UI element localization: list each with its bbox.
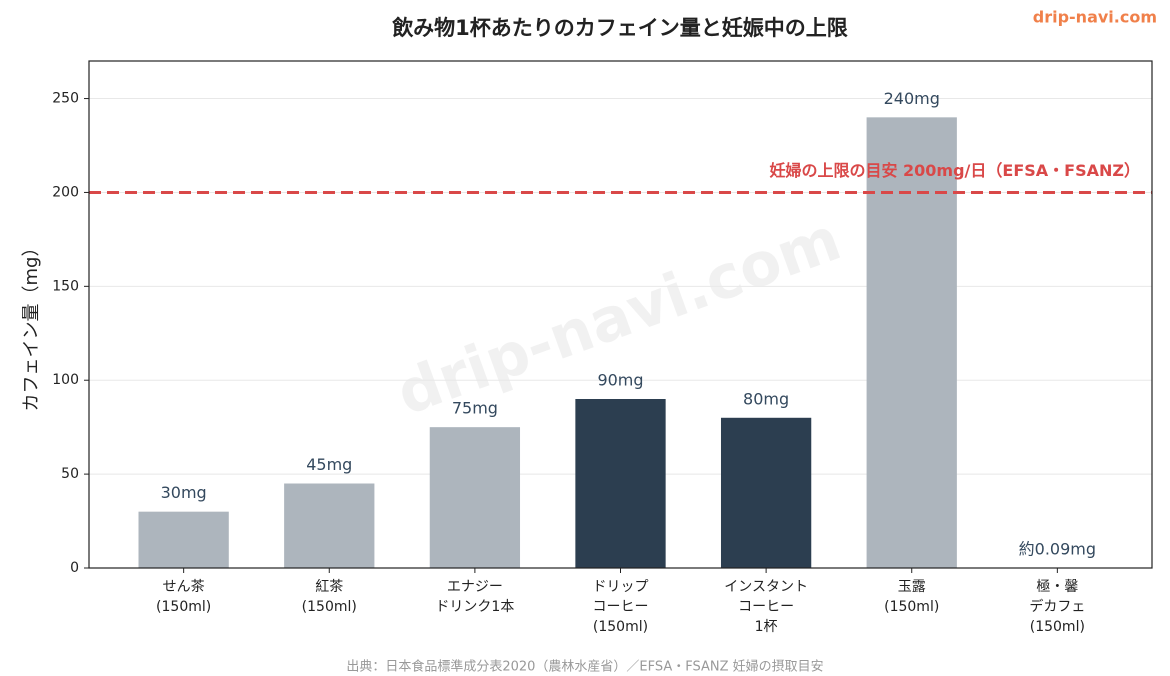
- y-tick-label: 100: [52, 372, 79, 388]
- value-label: 約0.09mg: [1019, 539, 1096, 558]
- x-tick-label: (150ml): [156, 599, 211, 615]
- chart-title: 飲み物1杯あたりのカフェイン量と妊娠中の上限: [391, 16, 848, 40]
- bar: [429, 427, 521, 568]
- x-tick-label: 1杯: [755, 619, 778, 635]
- bar: [138, 511, 229, 568]
- value-label: 30mg: [161, 483, 207, 502]
- x-tick-label: (150ml): [884, 599, 939, 615]
- y-tick-label: 150: [52, 278, 79, 294]
- x-tick-label: (150ml): [1030, 619, 1085, 635]
- value-label: 75mg: [452, 399, 498, 418]
- y-tick-label: 250: [52, 91, 79, 107]
- x-tick-label: (150ml): [302, 599, 357, 615]
- reference-label: 妊婦の上限の目安 200mg/日（EFSA・FSANZ）: [769, 161, 1140, 180]
- x-tick-label: インスタント: [724, 579, 808, 595]
- x-tick-label: ドリップ: [593, 579, 649, 595]
- brand: drip-navi.com: [1033, 8, 1157, 27]
- x-tick-label: エナジー: [447, 579, 503, 595]
- plot-frame: [88, 60, 1153, 569]
- value-label: 90mg: [597, 371, 643, 390]
- x-tick-label: せん茶: [163, 579, 205, 595]
- bar: [284, 483, 375, 568]
- x-tick-label: コーヒー: [593, 599, 649, 615]
- y-tick-label: 0: [70, 560, 79, 576]
- x-tick-label: 玉露: [898, 579, 926, 595]
- x-tick-label: 極・馨: [1036, 579, 1078, 595]
- x-tick-label: デカフェ: [1029, 598, 1085, 615]
- y-tick-label: 200: [52, 184, 79, 200]
- value-label: 45mg: [306, 455, 352, 474]
- y-tick-label: 50: [61, 466, 79, 482]
- bar: [720, 417, 812, 568]
- value-label: 240mg: [884, 89, 940, 108]
- value-label: 80mg: [743, 389, 789, 408]
- bar: [866, 117, 957, 568]
- x-tick-label: 紅茶: [315, 579, 343, 595]
- source: 出典：日本食品標準成分表2020（農林水産省）／EFSA・FSANZ 妊婦の摂取…: [346, 659, 823, 675]
- x-tick-label: (150ml): [593, 619, 648, 635]
- x-tick-label: コーヒー: [738, 599, 794, 615]
- bar: [575, 399, 666, 568]
- x-tick-label: ドリンク1本: [435, 599, 514, 615]
- y-axis-label: カフェイン量（mg）: [21, 239, 42, 412]
